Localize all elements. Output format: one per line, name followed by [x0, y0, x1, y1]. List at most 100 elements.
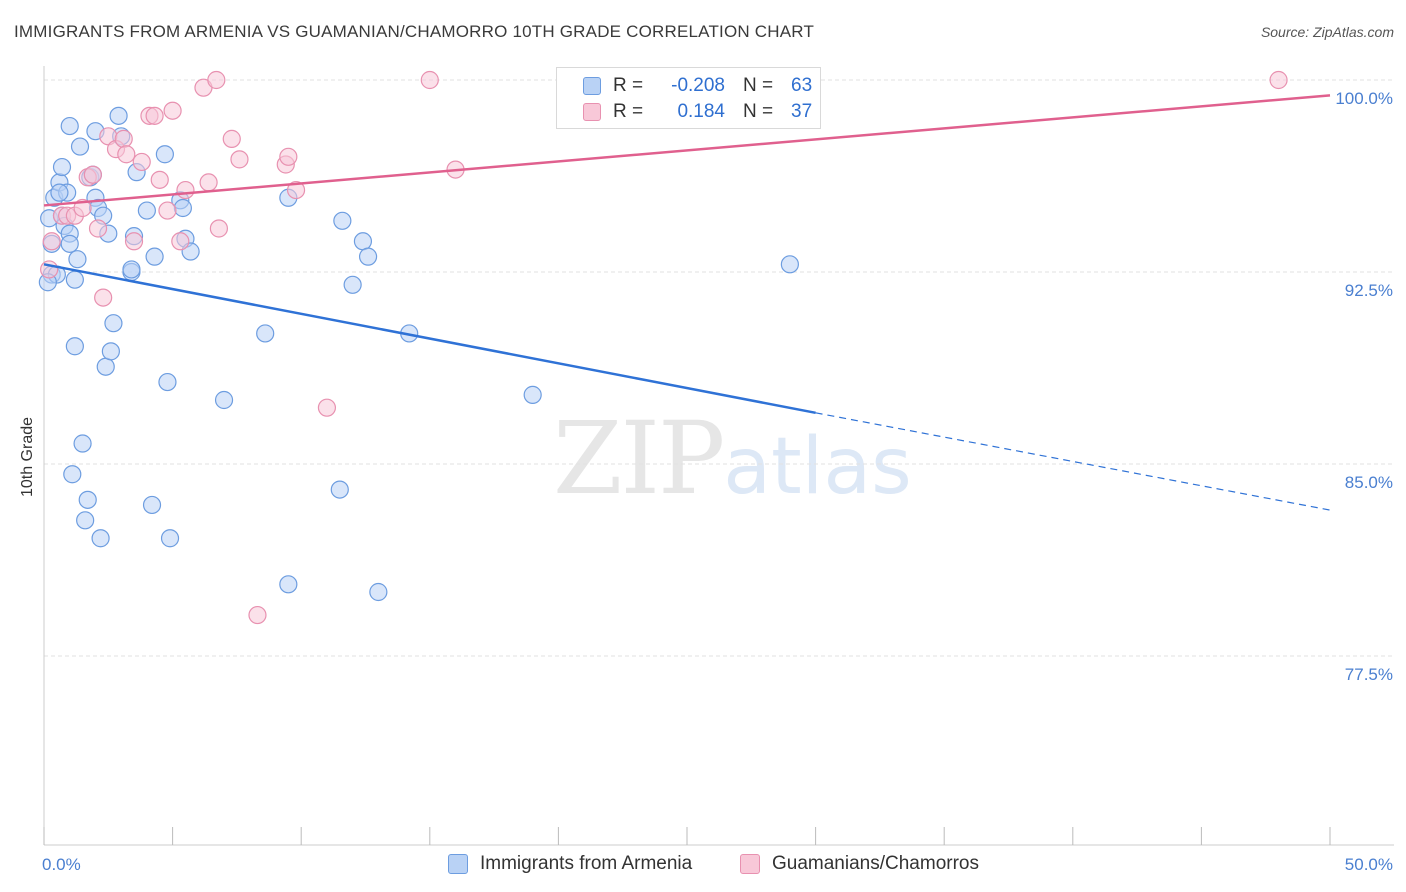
x-tick-label: 50.0%: [1345, 855, 1393, 874]
armenia-point: [122, 260, 141, 279]
armenia-point: [52, 157, 72, 177]
armenia-point: [279, 575, 298, 594]
armenia-point: [343, 275, 362, 294]
y-tick-label: 77.5%: [1345, 665, 1393, 684]
chamorro-point: [317, 398, 337, 417]
armenia-point: [91, 529, 110, 548]
armenia-point: [214, 390, 234, 410]
armenia-trendline-extension: [815, 412, 1331, 511]
armenia-point: [137, 201, 156, 220]
stats-legend: R = -0.208 N = 63 R = 0.184 N = 37: [556, 67, 821, 129]
armenia-point: [330, 480, 349, 499]
chamorro-point: [207, 70, 226, 90]
chamorro-point: [279, 147, 298, 166]
chamorro-point: [132, 152, 151, 172]
armenia-point: [65, 337, 84, 356]
chamorro-point: [88, 219, 108, 238]
chamorro-trendline: [43, 94, 1331, 207]
chamorro-swatch: [583, 103, 601, 121]
armenia-point: [101, 342, 120, 361]
chamorro-point: [42, 232, 61, 251]
armenia-swatch: [583, 77, 601, 95]
armenia-point: [70, 137, 90, 156]
armenia-point: [109, 106, 128, 125]
armenia-point: [60, 234, 79, 253]
chamorro-point: [94, 288, 113, 307]
armenia-point: [78, 490, 97, 509]
chamorro-point: [222, 129, 241, 148]
y-tick-label: 85.0%: [1345, 473, 1393, 492]
chamorro-point: [114, 129, 133, 148]
chamorro-legend-swatch: [740, 854, 760, 874]
tick-label-layer: 100.0% 92.5% 85.0% 77.5% 0.0% 50.0%: [42, 89, 1393, 874]
y-tick-label: 92.5%: [1345, 281, 1393, 300]
n-label: N =: [743, 101, 774, 122]
armenia-point: [780, 255, 799, 274]
chamorro-point: [1269, 70, 1288, 90]
chamorro-point: [117, 145, 136, 164]
armenia-legend-swatch: [448, 854, 468, 874]
armenia-point: [73, 434, 92, 453]
r-value: 0.184: [677, 101, 725, 122]
x-tick-label: 0.0%: [42, 855, 81, 874]
chamorro-point: [209, 219, 228, 238]
trendline-layer: [43, 94, 1331, 511]
y-tick-label: 100.0%: [1335, 89, 1393, 108]
n-value: 37: [791, 101, 813, 122]
armenia-point: [104, 314, 123, 333]
y-axis-label: 10th Grade: [19, 416, 36, 498]
r-label: R =: [613, 101, 644, 122]
armenia-point: [76, 511, 95, 530]
chamorro-point: [158, 201, 177, 220]
armenia-point: [63, 465, 82, 484]
grid-layer: [44, 79, 1394, 657]
chamorro-point: [171, 232, 190, 251]
r-value: -0.208: [671, 75, 725, 96]
watermark-zip: ZIP: [553, 400, 725, 517]
armenia-point: [60, 116, 79, 136]
chamorro-point: [176, 180, 195, 200]
armenia-point: [145, 247, 164, 266]
watermark-atlas: atlas: [723, 422, 912, 512]
legend-label: Immigrants from Armenia: [480, 853, 693, 874]
armenia-point: [65, 270, 84, 289]
chamorro-point: [199, 173, 218, 192]
armenia-point: [353, 232, 373, 251]
armenia-point: [158, 372, 177, 392]
armenia-point: [256, 324, 275, 343]
chamorro-point: [83, 165, 102, 184]
axis-layer: [43, 66, 1394, 846]
chamorro-point: [230, 150, 249, 169]
armenia-point: [523, 385, 542, 404]
series-chamorro-points: [40, 70, 1288, 625]
watermark: ZIPatlas: [553, 400, 912, 517]
source-label: Source: ZipAtlas.com: [1260, 24, 1394, 40]
chamorro-point: [40, 260, 59, 279]
chart-title: IMMIGRANTS FROM ARMENIA VS GUAMANIAN/CHA…: [14, 22, 815, 41]
legend-label: Guamanians/Chamorros: [772, 853, 979, 874]
chamorro-point: [150, 170, 169, 189]
armenia-point: [333, 211, 352, 230]
series-legend: Immigrants from Armenia Guamanians/Chamo…: [0, 852, 1406, 878]
armenia-point: [160, 529, 180, 548]
armenia-trendline: [43, 263, 816, 415]
armenia-point: [68, 250, 87, 269]
armenia-point: [369, 582, 388, 602]
chamorro-point: [145, 106, 164, 125]
armenia-point: [358, 247, 378, 266]
armenia-point: [155, 145, 174, 164]
n-value: 63: [791, 75, 813, 96]
armenia-point: [96, 357, 115, 376]
r-label: R =: [613, 75, 644, 96]
chamorro-point: [124, 232, 144, 251]
armenia-point: [173, 198, 192, 218]
chamorro-point: [420, 70, 439, 90]
chamorro-point: [163, 101, 182, 120]
armenia-point: [142, 495, 162, 515]
armenia-point: [50, 183, 69, 202]
y-axis-label-wrap: 10th Grade: [14, 380, 38, 540]
n-label: N =: [743, 75, 774, 96]
chamorro-point: [286, 180, 306, 200]
chamorro-point: [248, 605, 267, 625]
